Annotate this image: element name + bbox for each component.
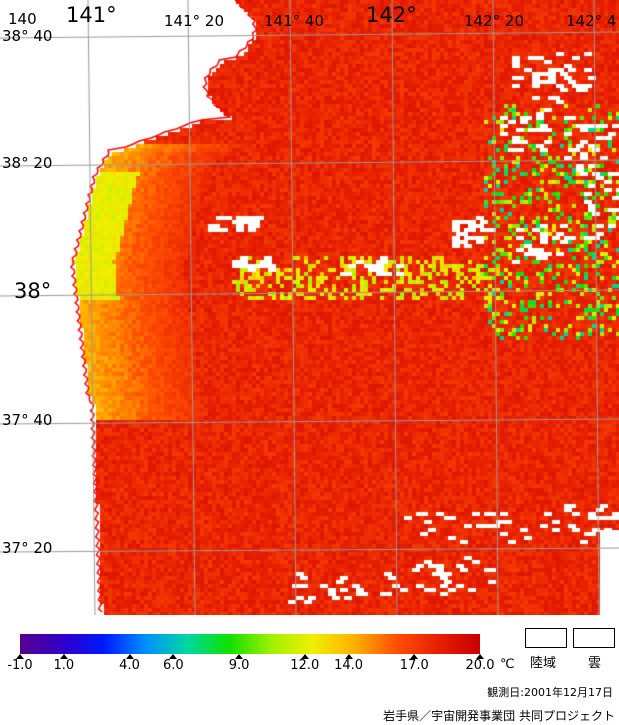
color-bar-tick-label: 6.0 xyxy=(162,658,184,673)
lon-label-142-20: 142° 20 xyxy=(464,12,524,30)
lon-label-142: 142° xyxy=(366,3,417,27)
lat-label-38: 38° xyxy=(14,279,52,303)
color-bar-tick-mark xyxy=(476,654,484,659)
color-bar-tick-mark xyxy=(410,654,419,659)
color-bar-tick-label: 14.0 xyxy=(334,658,364,673)
color-bar-tick-mark xyxy=(16,654,24,659)
color-bar-tick-mark xyxy=(300,654,309,659)
color-bar-tick-label: 4.0 xyxy=(119,658,140,673)
cloud-key-swatch xyxy=(573,628,615,648)
lat-label-37-20: 37° 20 xyxy=(2,539,53,557)
lon-label-141-40: 141° 40 xyxy=(264,12,324,30)
color-bar-tick-label: 12.0 xyxy=(290,658,320,673)
credit-text: 岩手県／宇宙開発事業団 共同プロジェクト xyxy=(383,709,615,723)
color-bar-tick-label: 1.0 xyxy=(53,658,75,673)
lat-label-37-40: 37° 40 xyxy=(2,411,53,429)
temperature-unit: ℃ xyxy=(500,657,515,672)
color-bar-tick-mark xyxy=(59,654,68,659)
sea-surface-temperature-map xyxy=(0,0,619,615)
observation-date: 観測日:2001年12月17日 xyxy=(487,686,613,699)
color-bar-tick-mark xyxy=(125,654,134,659)
lon-label-140: 140 xyxy=(8,10,37,28)
color-bar-tick-label: 9.0 xyxy=(228,658,250,673)
land-key-label: 陸域 xyxy=(530,656,557,671)
color-bar-tick-mark xyxy=(344,654,353,659)
color-bar-tick-label: 17.0 xyxy=(399,658,429,673)
lat-label-38-40: 38° 40 xyxy=(2,27,53,45)
temperature-color-bar xyxy=(20,634,480,654)
color-bar-tick-mark xyxy=(235,654,244,659)
color-bar-tick-label: 20.0 xyxy=(465,658,495,673)
lon-label-141: 141° xyxy=(66,3,117,27)
lat-label-38-20: 38° 20 xyxy=(2,154,53,172)
color-bar-tick-label: -1.0 xyxy=(7,658,33,673)
cloud-key-label: 雲 xyxy=(588,656,602,671)
land-key-swatch xyxy=(525,628,567,648)
lon-label-141-20: 141° 20 xyxy=(164,12,224,30)
color-bar-tick-mark xyxy=(169,654,178,659)
lon-label-142-40: 142° 4 xyxy=(566,12,617,30)
legend-area xyxy=(0,615,619,725)
